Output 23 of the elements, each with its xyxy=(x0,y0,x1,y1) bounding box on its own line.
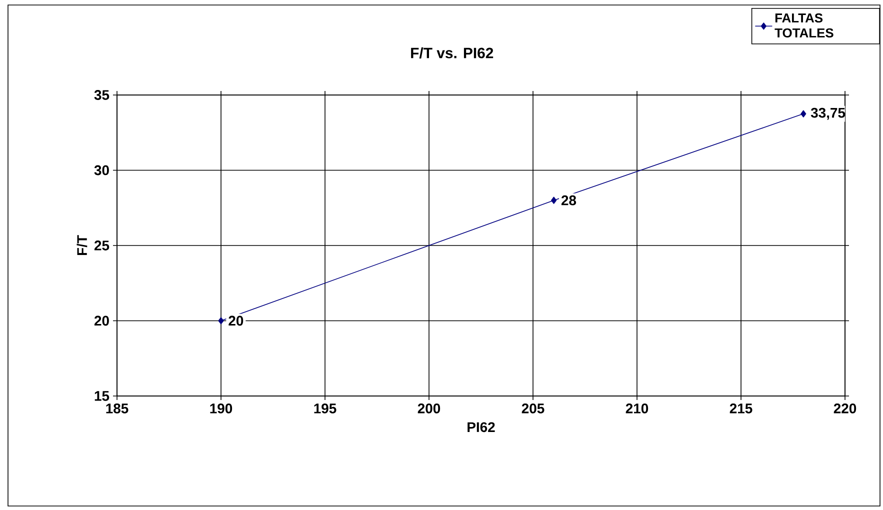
point xyxy=(551,196,557,204)
y-tick-label: 25 xyxy=(94,240,110,250)
y-tick-label: 35 xyxy=(94,90,110,100)
y-axis-title: F/T xyxy=(76,235,88,256)
y-tick-label: 30 xyxy=(94,165,109,176)
point xyxy=(218,317,224,324)
x-tick-label: 210 xyxy=(626,403,648,414)
x-tick-label: 215 xyxy=(730,403,752,414)
x-tick-label: 205 xyxy=(522,403,544,414)
chart-title: F/T vs. PI62 xyxy=(411,47,494,58)
data-label: 20 xyxy=(228,316,244,326)
x-tick-label: 220 xyxy=(834,403,856,414)
data-label: 28 xyxy=(561,195,576,206)
y-tick-label: 20 xyxy=(94,316,109,326)
x-axis-title: PI62 xyxy=(468,422,495,432)
legend-label: FALTAS TOTALES xyxy=(774,13,834,38)
x-tick-label: 195 xyxy=(314,403,336,414)
x-tick-label: 200 xyxy=(418,403,440,414)
data-label: 33,75 xyxy=(810,108,846,120)
x-tick-label: 190 xyxy=(210,403,232,414)
x-tick-label: 185 xyxy=(106,403,128,414)
point xyxy=(800,110,806,118)
y-tick-label: 15 xyxy=(94,391,110,401)
